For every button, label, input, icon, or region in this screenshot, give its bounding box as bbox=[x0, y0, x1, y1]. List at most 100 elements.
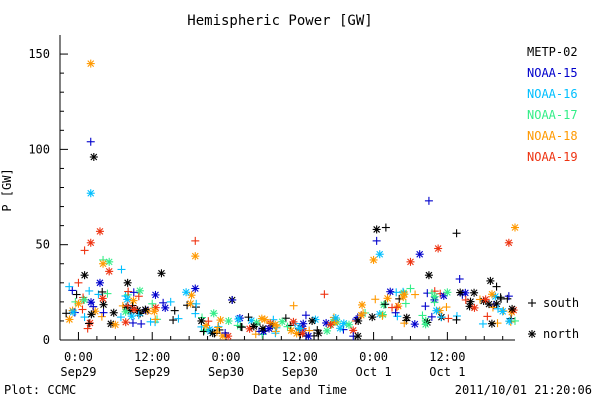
background-point bbox=[401, 299, 410, 308]
background-point bbox=[470, 288, 479, 297]
background-point bbox=[237, 322, 246, 331]
footer-timestamp: 2011/10/01 21:20:06 bbox=[455, 383, 592, 397]
data-point bbox=[271, 320, 280, 329]
marker-legend-label: south bbox=[543, 296, 579, 310]
background-point bbox=[80, 295, 89, 304]
legend-entry: NOAA-17 bbox=[527, 108, 578, 122]
marker-legend-label: north bbox=[543, 327, 579, 341]
data-point bbox=[372, 225, 381, 234]
data-point bbox=[415, 250, 424, 259]
background-point bbox=[135, 286, 144, 295]
data-point bbox=[74, 299, 83, 308]
background-point bbox=[212, 328, 221, 337]
background-point bbox=[411, 290, 420, 299]
background-point bbox=[452, 315, 461, 324]
background-point bbox=[161, 303, 170, 312]
background-point bbox=[150, 307, 159, 316]
y-tick-label: 50 bbox=[36, 238, 50, 252]
data-point bbox=[95, 278, 104, 287]
background-point bbox=[487, 319, 496, 328]
background-point bbox=[368, 313, 377, 322]
data-points bbox=[62, 59, 519, 333]
data-point bbox=[234, 315, 243, 324]
x-tick-date: Sep30 bbox=[282, 365, 318, 379]
data-point bbox=[381, 223, 390, 232]
background-point bbox=[427, 288, 436, 297]
data-point bbox=[492, 282, 501, 291]
background-point bbox=[216, 316, 225, 325]
background-point bbox=[371, 295, 380, 304]
background-point bbox=[314, 329, 323, 338]
marker-legend-symbol bbox=[528, 330, 536, 338]
data-point bbox=[283, 322, 292, 331]
background-point bbox=[72, 290, 81, 299]
background-point bbox=[204, 317, 213, 326]
data-point bbox=[74, 278, 83, 287]
background-point bbox=[481, 295, 490, 304]
background-point bbox=[69, 308, 78, 317]
data-point bbox=[123, 278, 132, 287]
background-point bbox=[80, 313, 89, 322]
x-tick-time: 0:00 bbox=[64, 350, 93, 364]
background-point bbox=[191, 309, 200, 318]
background-point bbox=[97, 312, 106, 321]
background-point bbox=[134, 311, 143, 320]
background-point bbox=[249, 322, 258, 331]
background-point bbox=[281, 314, 290, 323]
background-point bbox=[87, 310, 96, 319]
background-point bbox=[199, 327, 208, 336]
data-point bbox=[191, 284, 200, 293]
background-point bbox=[109, 308, 118, 317]
data-point bbox=[434, 244, 443, 253]
background-point bbox=[339, 319, 348, 328]
background-point bbox=[87, 298, 96, 307]
background-point bbox=[103, 289, 112, 298]
x-axis-label: Date and Time bbox=[253, 383, 347, 397]
data-point bbox=[406, 284, 415, 293]
background-point bbox=[134, 292, 143, 301]
data-point bbox=[83, 324, 92, 333]
data-point bbox=[265, 324, 274, 333]
legend-entry: NOAA-18 bbox=[527, 129, 578, 143]
data-point bbox=[62, 309, 71, 318]
background-point bbox=[221, 328, 230, 337]
data-point bbox=[308, 316, 317, 325]
data-point bbox=[344, 320, 353, 329]
y-axis-label: P [GW] bbox=[0, 168, 14, 211]
background-point bbox=[187, 291, 196, 300]
data-point bbox=[511, 316, 519, 325]
background-point bbox=[123, 295, 132, 304]
x-tick-time: 12:00 bbox=[134, 350, 170, 364]
background-point bbox=[151, 290, 160, 299]
background-point bbox=[278, 317, 287, 326]
background-point bbox=[182, 288, 191, 297]
background-point bbox=[65, 315, 74, 324]
background-point bbox=[289, 317, 298, 326]
data-point bbox=[354, 316, 363, 325]
data-point bbox=[424, 196, 433, 205]
data-point bbox=[228, 295, 237, 304]
data-point bbox=[86, 137, 95, 146]
background-point bbox=[410, 320, 419, 329]
background-point bbox=[488, 290, 497, 299]
data-point bbox=[148, 299, 157, 308]
data-point bbox=[157, 269, 166, 278]
data-point bbox=[197, 316, 206, 325]
data-point bbox=[375, 250, 384, 259]
background-point bbox=[127, 312, 136, 321]
background-point bbox=[91, 307, 100, 316]
data-point bbox=[424, 271, 433, 280]
background-point bbox=[98, 294, 107, 303]
background-point bbox=[186, 299, 195, 308]
background-point bbox=[174, 314, 183, 323]
background-point bbox=[311, 315, 320, 324]
data-point bbox=[504, 292, 513, 301]
background-point bbox=[421, 302, 430, 311]
background-point bbox=[99, 308, 108, 317]
background-point bbox=[421, 320, 430, 329]
data-point bbox=[486, 276, 495, 285]
background-point bbox=[192, 299, 201, 308]
background-point bbox=[484, 300, 493, 309]
data-point bbox=[289, 301, 298, 310]
background-point bbox=[383, 294, 392, 303]
